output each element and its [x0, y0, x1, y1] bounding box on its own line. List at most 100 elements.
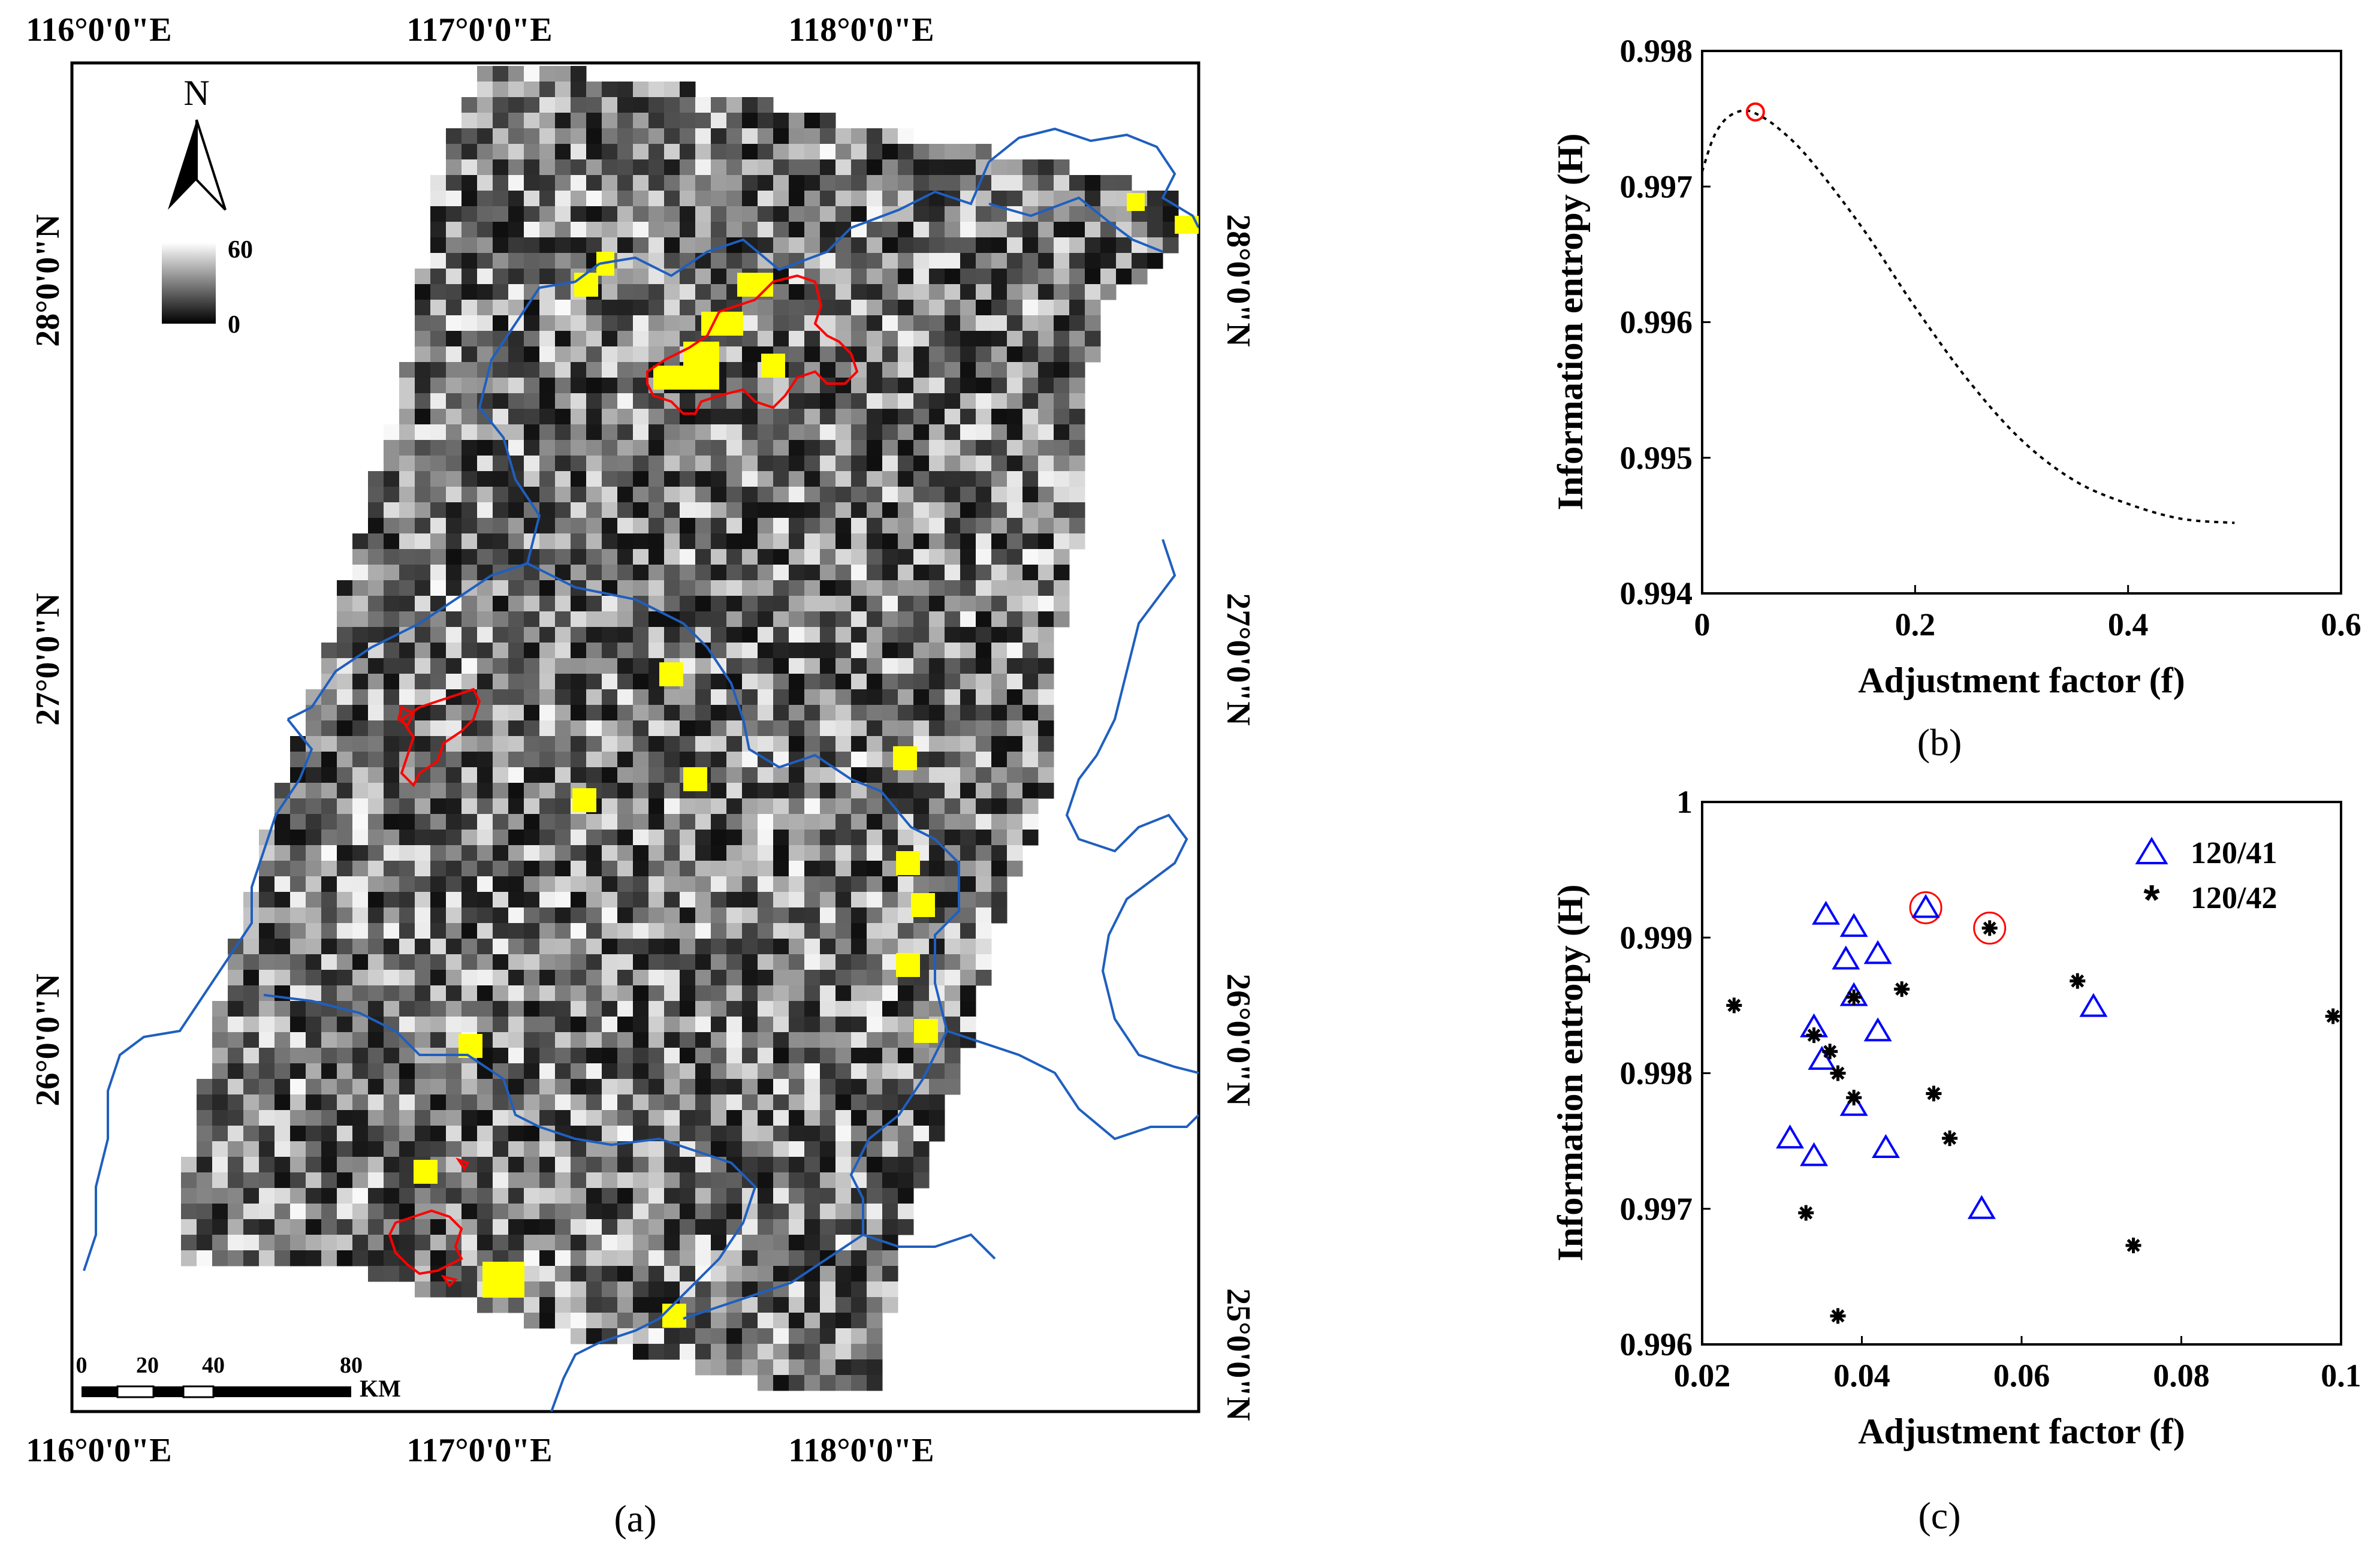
raster-cell	[929, 1126, 945, 1142]
raster-cell	[321, 1032, 337, 1048]
highlight-cell	[896, 851, 920, 875]
raster-cell	[742, 331, 758, 347]
raster-cell	[477, 1079, 493, 1095]
raster-cell	[508, 985, 524, 1002]
raster-cell	[773, 1219, 789, 1235]
raster-cell	[384, 674, 400, 690]
raster-cell	[711, 1141, 727, 1157]
raster-cell	[539, 128, 556, 144]
raster-cell	[337, 736, 353, 752]
raster-cell	[867, 1141, 883, 1157]
raster-cell	[243, 1204, 260, 1220]
raster-cell	[477, 300, 493, 316]
raster-cell	[415, 378, 431, 394]
raster-cell	[789, 1172, 805, 1189]
raster-cell	[1007, 658, 1023, 674]
raster-cell	[259, 1157, 275, 1173]
raster-cell	[867, 1344, 883, 1360]
raster-cell	[617, 1110, 634, 1126]
raster-cell	[228, 1017, 244, 1033]
raster-cell	[991, 487, 1007, 503]
raster-cell	[758, 300, 774, 316]
raster-cell	[633, 1172, 649, 1189]
raster-cell	[539, 985, 556, 1002]
raster-cell	[648, 611, 665, 628]
raster-cell	[695, 1094, 711, 1111]
raster-cell	[960, 939, 976, 955]
raster-cell	[508, 954, 524, 970]
raster-cell	[617, 1032, 634, 1048]
raster-cell	[197, 1188, 213, 1204]
raster-cell	[991, 378, 1007, 394]
raster-cell	[945, 300, 961, 316]
raster-cell	[571, 830, 587, 846]
raster-cell	[851, 409, 867, 425]
raster-cell	[571, 627, 587, 643]
raster-cell	[742, 580, 758, 596]
raster-cell	[633, 456, 649, 472]
raster-cell	[648, 159, 665, 176]
raster-cell	[571, 1204, 587, 1220]
raster-cell	[337, 892, 353, 908]
raster-cell	[820, 1079, 836, 1095]
raster-cell	[867, 1110, 883, 1126]
raster-cell	[477, 284, 493, 300]
raster-cell	[461, 845, 478, 861]
raster-cell	[851, 1017, 867, 1033]
raster-cell	[571, 1281, 587, 1298]
raster-cell	[882, 580, 898, 596]
raster-cell	[664, 409, 680, 425]
raster-cell	[461, 1281, 478, 1298]
raster-cell	[617, 533, 634, 550]
raster-cell	[306, 720, 322, 737]
point-star	[2325, 1008, 2341, 1024]
raster-cell	[399, 378, 415, 394]
raster-cell	[960, 907, 976, 924]
raster-cell	[804, 876, 821, 892]
raster-cell	[773, 1359, 789, 1376]
raster-cell	[1022, 456, 1039, 472]
raster-cell	[898, 222, 914, 238]
raster-cell	[664, 1001, 680, 1017]
raster-cell	[290, 1141, 306, 1157]
raster-cell	[835, 456, 852, 472]
raster-cell	[633, 471, 649, 487]
raster-cell	[820, 954, 836, 970]
raster-cell	[773, 549, 789, 565]
raster-cell	[835, 1266, 852, 1282]
raster-cell	[929, 487, 945, 503]
raster-cell	[368, 533, 384, 550]
raster-cell	[789, 222, 805, 238]
raster-cell	[461, 923, 478, 939]
raster-cell	[960, 502, 976, 518]
raster-cell	[1007, 331, 1023, 347]
raster-cell	[461, 1157, 478, 1173]
raster-cell	[695, 985, 711, 1002]
raster-cell	[446, 222, 462, 238]
raster-cell	[617, 580, 634, 596]
raster-cell	[633, 861, 649, 877]
raster-cell	[228, 1063, 244, 1079]
raster-cell	[555, 1313, 571, 1329]
raster-cell	[243, 1250, 260, 1266]
raster-cell	[555, 892, 571, 908]
raster-cell	[851, 128, 867, 144]
raster-cell	[929, 954, 945, 970]
raster-cell	[695, 113, 711, 129]
raster-cell	[321, 845, 337, 861]
raster-cell	[773, 331, 789, 347]
raster-cell	[898, 315, 914, 331]
raster-cell	[976, 237, 992, 254]
raster-cell	[368, 1157, 384, 1173]
raster-cell	[867, 456, 883, 472]
raster-cell	[929, 643, 945, 659]
raster-cell	[664, 144, 680, 160]
raster-cell	[789, 284, 805, 300]
raster-cell	[789, 720, 805, 737]
raster-cell	[539, 518, 556, 534]
raster-cell	[898, 456, 914, 472]
raster-cell	[337, 596, 353, 612]
raster-cell	[789, 658, 805, 674]
raster-cell	[446, 767, 462, 783]
raster-cell	[337, 1157, 353, 1173]
